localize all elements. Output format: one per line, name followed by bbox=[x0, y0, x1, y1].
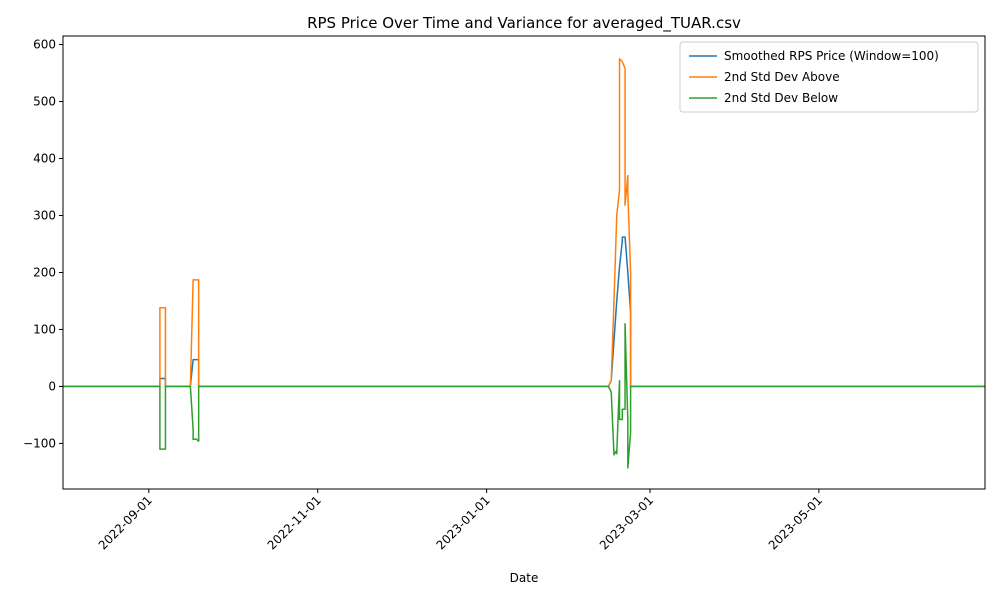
y-tick-label: 200 bbox=[33, 265, 56, 279]
y-tick-label: 500 bbox=[33, 95, 56, 109]
legend: Smoothed RPS Price (Window=100) 2nd Std D… bbox=[679, 41, 979, 113]
x-axis-title: Date bbox=[510, 571, 539, 585]
y-tick-label: 0 bbox=[48, 379, 56, 393]
legend-box bbox=[679, 41, 979, 113]
y-tick-label: −100 bbox=[23, 436, 56, 450]
plot-area bbox=[63, 58, 985, 469]
legend-label: 2nd Std Dev Below bbox=[724, 91, 838, 105]
y-tick-label: 100 bbox=[33, 322, 56, 336]
y-tick-label: 300 bbox=[33, 208, 56, 222]
y-tick-label: 600 bbox=[33, 38, 56, 52]
series-line-2 bbox=[63, 58, 985, 388]
legend-label: 2nd Std Dev Above bbox=[724, 70, 840, 84]
y-tick-label: 400 bbox=[33, 152, 56, 166]
chart-title: RPS Price Over Time and Variance for ave… bbox=[307, 14, 741, 33]
plot-frame bbox=[62, 35, 986, 490]
y-axis: −100 0 100 200 300 400 500 600 bbox=[23, 38, 63, 450]
series-line-3 bbox=[63, 323, 985, 469]
legend-label: Smoothed RPS Price (Window=100) bbox=[724, 49, 939, 63]
